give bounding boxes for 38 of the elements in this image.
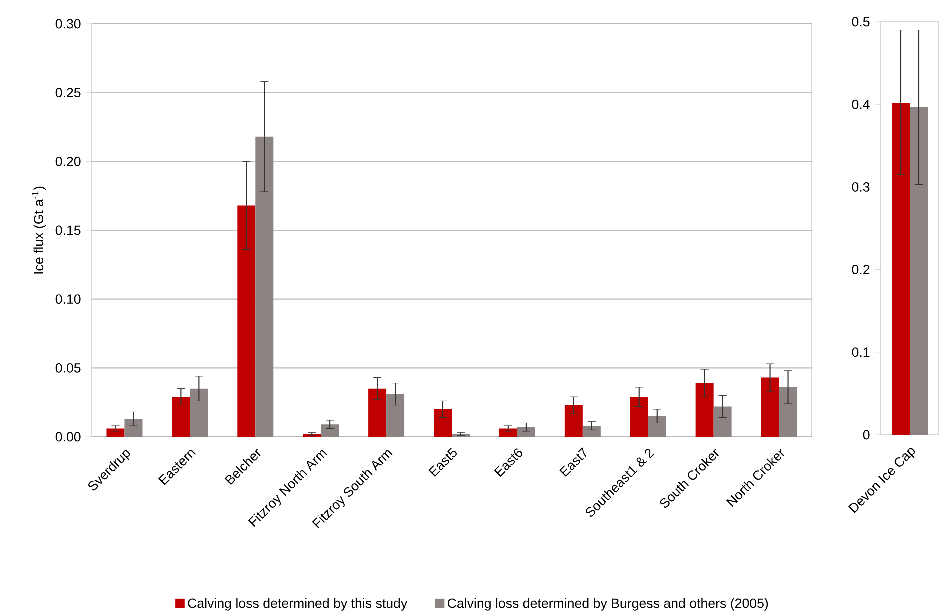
bar: [190, 388, 208, 437]
bar: [303, 434, 322, 437]
bar: [499, 428, 518, 437]
legend-label: Calving loss determined by this study: [188, 598, 408, 611]
bar: [761, 378, 780, 437]
bar: [696, 383, 714, 437]
y-tick-label: 0.20: [56, 156, 81, 166]
y-tick-label: 0.1: [852, 347, 870, 357]
bar: [517, 427, 536, 437]
bar: [386, 394, 405, 437]
y-tick-label: 0.30: [56, 19, 81, 29]
bar: [779, 387, 798, 437]
y-tick-label: 0.4: [852, 100, 870, 110]
bar: [124, 418, 143, 437]
y-axis-title: Ice flux (Gt a$^{-1}$): [32, 186, 46, 274]
bar: [630, 396, 648, 437]
y-tick-label: 0.2: [852, 264, 870, 274]
bar: [368, 388, 387, 437]
bar: [172, 396, 190, 437]
y-tick-label: 0.3: [852, 182, 870, 192]
bar: [648, 416, 666, 437]
bar: [256, 136, 274, 437]
y-tick-label: 0.25: [56, 88, 81, 98]
legend-label: Calving loss determined by Burgess and others (2005): [448, 598, 768, 611]
bar: [714, 406, 732, 437]
bar: [582, 426, 601, 437]
y-tick-label: 0.15: [56, 226, 81, 236]
y-tick-label: 0.05: [56, 363, 81, 373]
y-tick-label: 0.00: [56, 432, 81, 442]
y-tick-label: 0.5: [852, 17, 870, 27]
bar: [564, 405, 583, 437]
y-tick-label: 0: [863, 430, 870, 440]
bar: [434, 409, 452, 437]
bar: [452, 434, 470, 437]
bar: [238, 206, 256, 437]
bar: [321, 424, 340, 437]
bar: [106, 428, 125, 437]
y-tick-label: 0.10: [56, 294, 81, 304]
